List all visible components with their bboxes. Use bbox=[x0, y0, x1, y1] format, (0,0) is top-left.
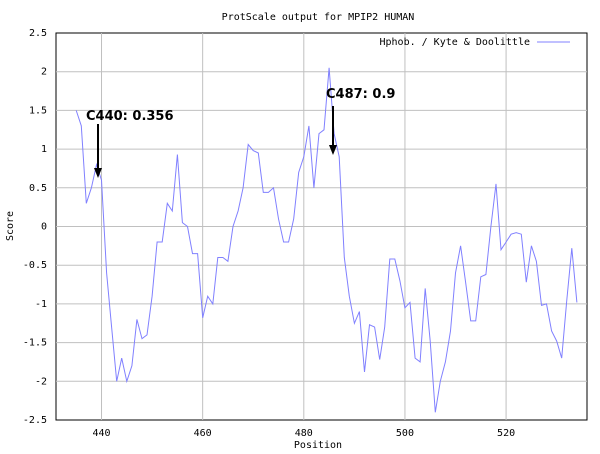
grid-lines bbox=[56, 33, 587, 420]
y-tick-label: 1.5 bbox=[29, 105, 47, 116]
chart-title: ProtScale output for MPIP2 HUMAN bbox=[222, 12, 415, 23]
x-tick-labels: 440 460 480 500 520 bbox=[92, 428, 515, 439]
y-tick-label: 2.5 bbox=[29, 28, 47, 39]
y-tick-label: 2 bbox=[41, 67, 47, 78]
x-tick-label: 460 bbox=[194, 428, 212, 439]
y-tick-label: -0.5 bbox=[23, 260, 47, 271]
y-axis-label: Score bbox=[5, 211, 16, 241]
x-axis-label: Position bbox=[294, 440, 342, 451]
x-tick-label: 500 bbox=[396, 428, 414, 439]
y-tick-label: -2 bbox=[35, 376, 47, 387]
x-tick-label: 440 bbox=[92, 428, 110, 439]
annotation-label-c487: C487: 0.9 bbox=[326, 87, 395, 102]
legend-label: Hphob. / Kyte & Doolittle bbox=[379, 37, 530, 48]
x-tick-label: 520 bbox=[497, 428, 515, 439]
arrowhead-c440 bbox=[94, 168, 102, 178]
arrowhead-c487 bbox=[329, 145, 337, 155]
y-tick-label: -2.5 bbox=[23, 415, 47, 426]
x-tick-label: 480 bbox=[295, 428, 313, 439]
annotation-label-c440: C440: 0.356 bbox=[86, 109, 174, 124]
y-tick-label: 1 bbox=[41, 144, 47, 155]
annotation-c440: C440: 0.356 bbox=[86, 109, 174, 178]
legend: Hphob. / Kyte & Doolittle bbox=[379, 37, 570, 48]
y-tick-label: 0 bbox=[41, 222, 47, 233]
y-tick-label: 0.5 bbox=[29, 183, 47, 194]
y-tick-labels: 2.5 2 1.5 1 0.5 0 -0.5 -1 -1.5 -2 -2.5 bbox=[23, 28, 47, 426]
y-tick-label: -1 bbox=[35, 299, 47, 310]
y-tick-label: -1.5 bbox=[23, 338, 47, 349]
annotation-c487: C487: 0.9 bbox=[326, 87, 395, 155]
series-line bbox=[75, 67, 578, 413]
